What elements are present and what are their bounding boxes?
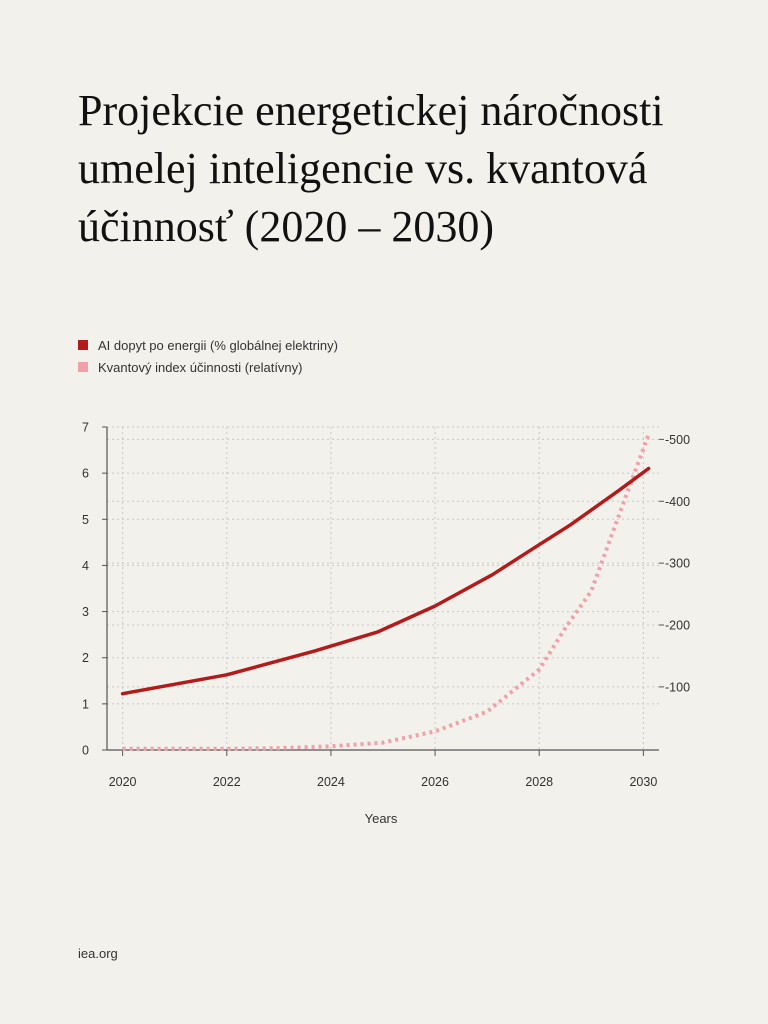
legend-item-ai-energy: AI dopyt po energii (% globálnej elektri… — [78, 334, 338, 356]
y2-tick-label-4: -500 — [665, 433, 690, 447]
source-label: iea.org — [78, 946, 118, 961]
x-axis-title: Years — [365, 811, 398, 826]
y-tick-label-0: 0 — [82, 744, 89, 758]
legend-item-quantum-index: Kvantový index účinnosti (relatívny) — [78, 356, 338, 378]
y-tick-label-3: 3 — [82, 605, 89, 619]
y-tick-label-2: 2 — [82, 651, 89, 665]
series-line-ai-energy — [120, 466, 651, 696]
x-tick-label-2: 2024 — [317, 775, 345, 789]
y-tick-label-1: 1 — [82, 697, 89, 711]
series-line-quantum-index — [122, 433, 651, 751]
x-tick-label-3: 2026 — [421, 775, 449, 789]
x-tick-label-5: 2030 — [629, 775, 657, 789]
y-tick-label-5: 5 — [82, 513, 89, 527]
y-tick-label-4: 4 — [82, 559, 89, 573]
y2-tick-label-2: -300 — [665, 557, 690, 571]
x-tick-label-0: 2020 — [109, 775, 137, 789]
legend-label-quantum-index: Kvantový index účinnosti (relatívny) — [98, 359, 303, 375]
y2-tick-label-3: -400 — [665, 495, 690, 509]
legend-swatch-ai-energy — [78, 340, 88, 350]
x-tick-label-4: 2028 — [525, 775, 553, 789]
legend-swatch-quantum-index — [78, 362, 88, 372]
legend-label-ai-energy: AI dopyt po energii (% globálnej elektri… — [98, 337, 338, 353]
y2-tick-label-0: -100 — [665, 680, 690, 694]
y2-tick-label-1: -200 — [665, 619, 690, 633]
y-tick-label-6: 6 — [82, 467, 89, 481]
legend: AI dopyt po energii (% globálnej elektri… — [78, 334, 338, 378]
x-tick-label-1: 2022 — [213, 775, 241, 789]
chart-title: Projekcie energetickej náročnosti umelej… — [78, 86, 664, 251]
y-tick-label-7: 7 — [82, 421, 89, 435]
